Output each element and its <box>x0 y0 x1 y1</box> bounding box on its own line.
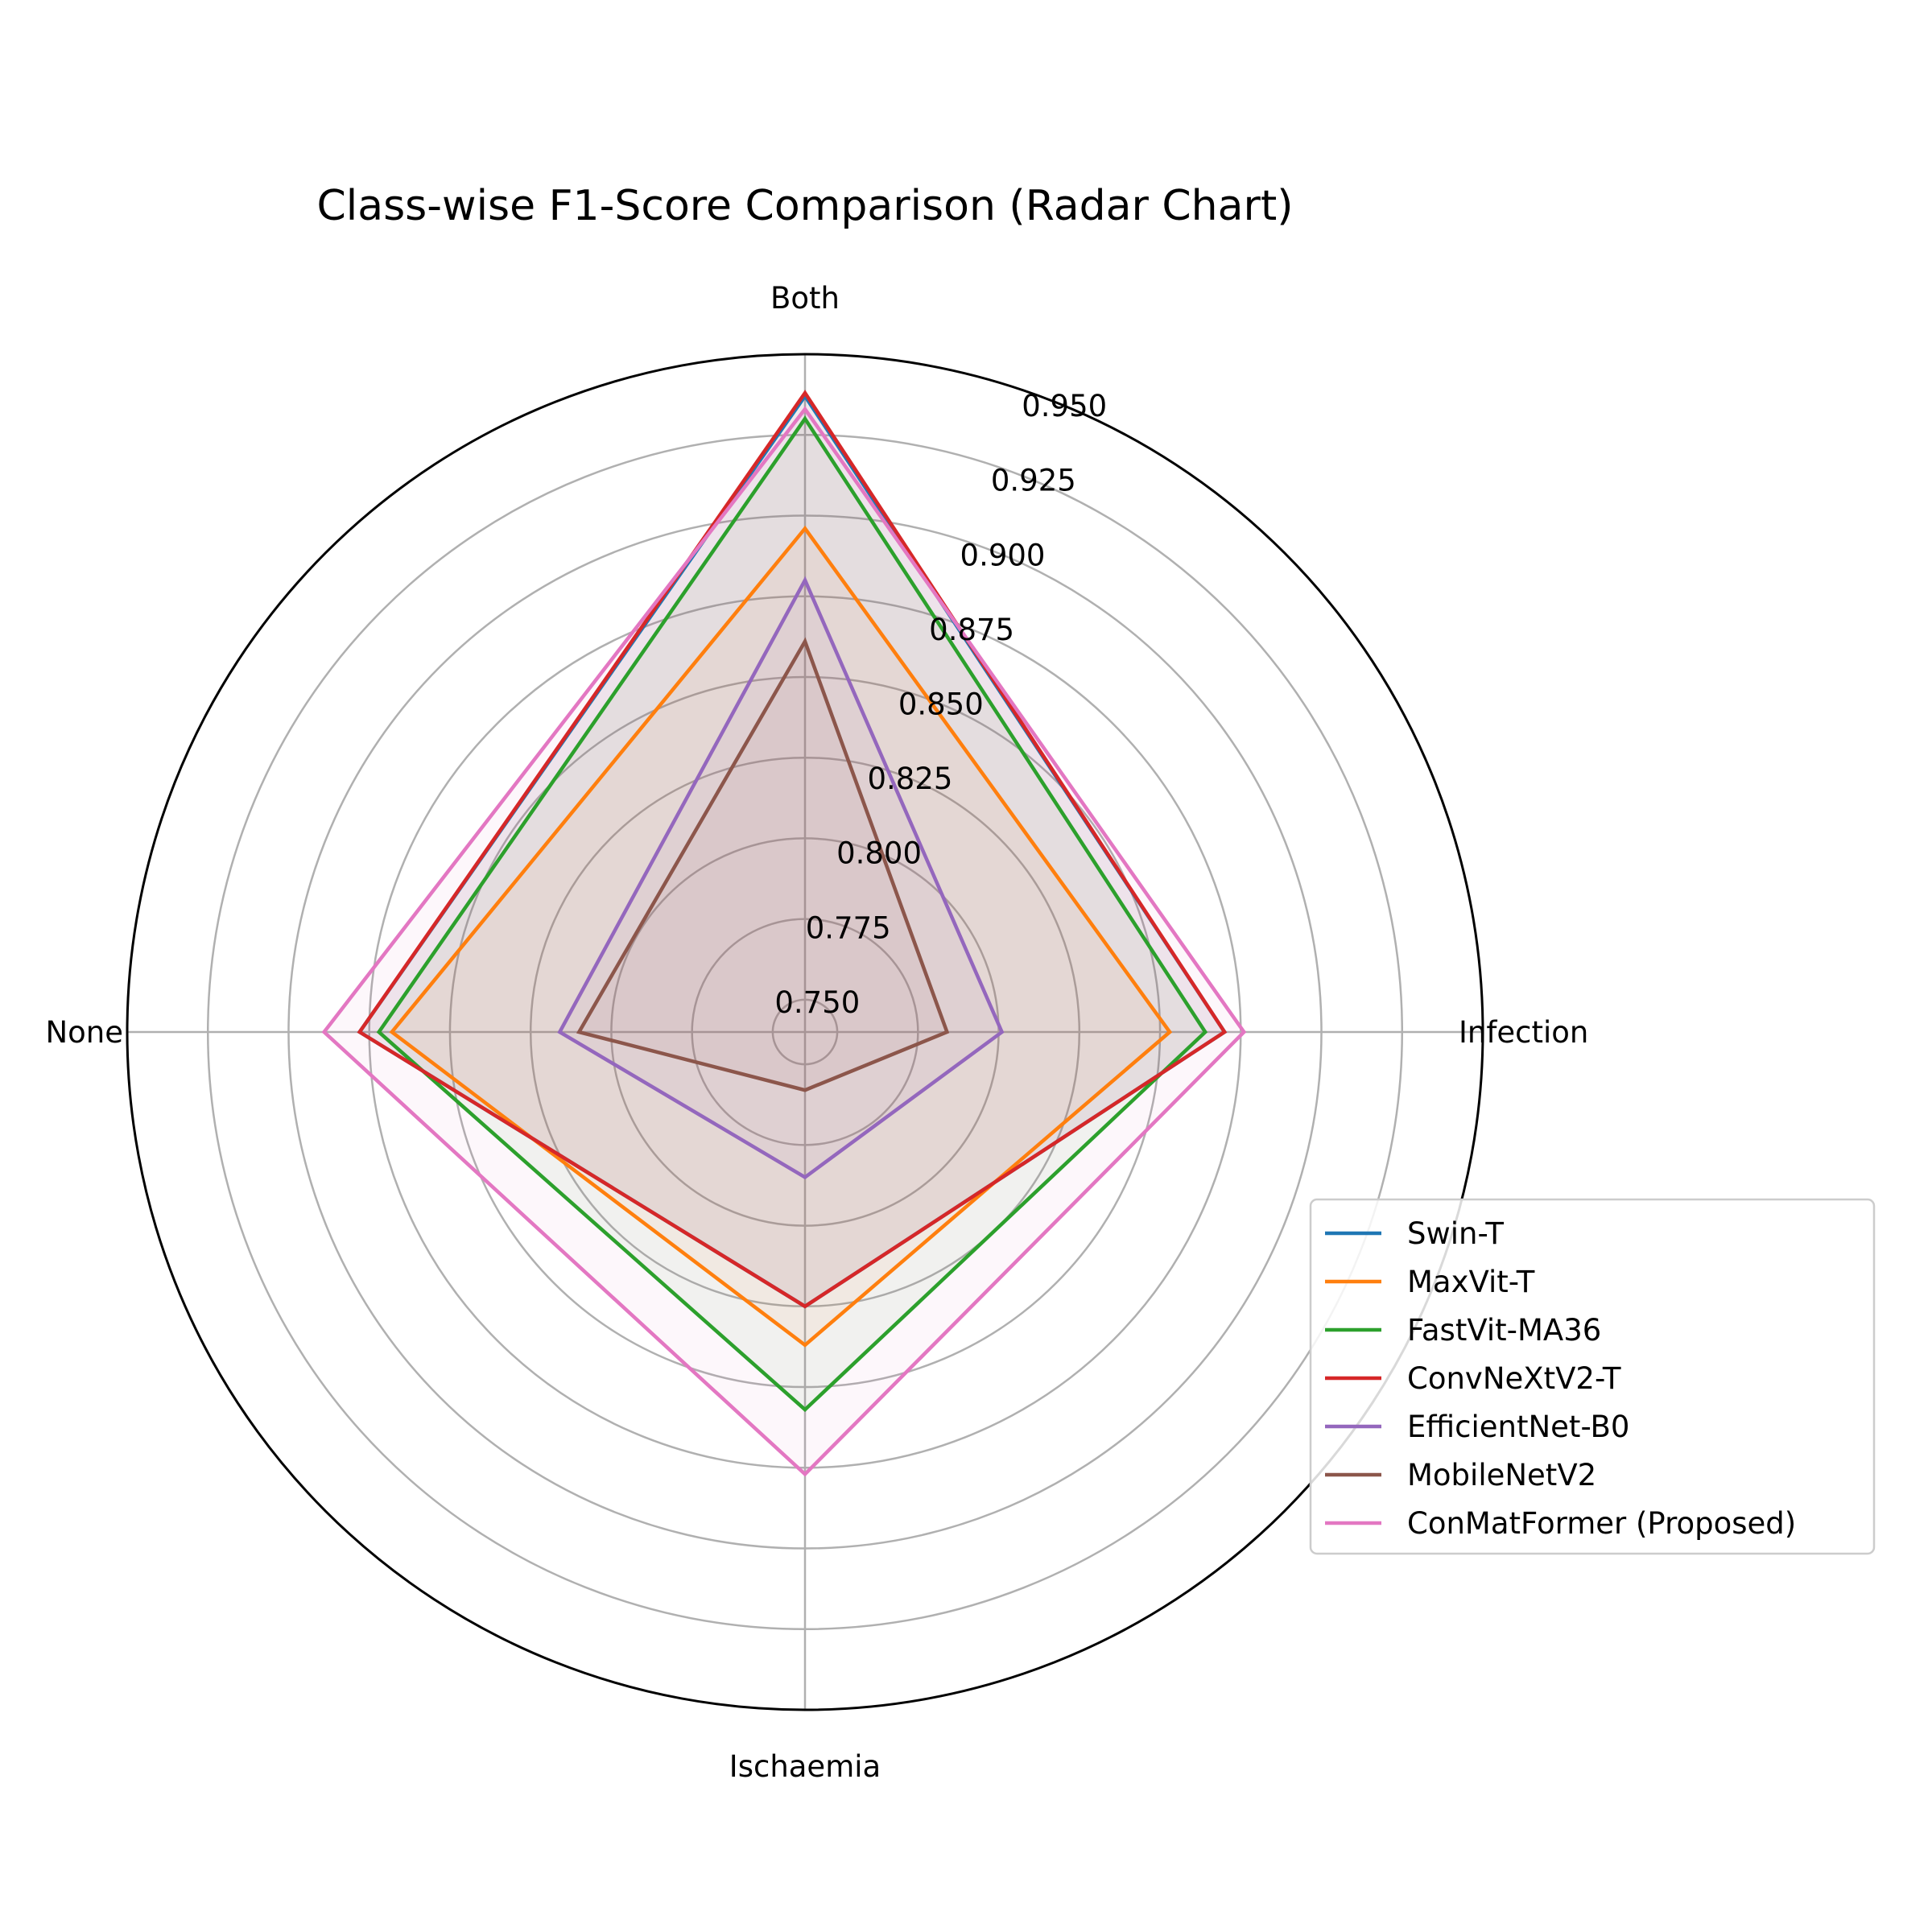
category-label: Ischaemia <box>729 1749 881 1784</box>
legend-label: EfficientNet-B0 <box>1407 1410 1629 1444</box>
r-tick-label: 0.850 <box>898 687 984 722</box>
chart-title: Class-wise F1-Score Comparison (Radar Ch… <box>316 182 1293 230</box>
legend-label: MobileNetV2 <box>1407 1458 1596 1492</box>
legend: Swin-T MaxVit-T FastVit-MA36 ConvNeXtV2-T Ef… <box>1309 1198 1876 1555</box>
category-label: None <box>45 1015 123 1050</box>
legend-box <box>1309 1198 1876 1555</box>
series-area-conmatformer-proposed <box>324 409 1245 1475</box>
r-tick-label: 0.750 <box>774 985 860 1020</box>
legend-label: FastVit-MA36 <box>1407 1313 1601 1348</box>
r-tick-label: 0.775 <box>806 910 891 945</box>
series-area-efficientnet-b0 <box>559 580 1002 1178</box>
series-area-convnextv2-t <box>359 393 1225 1307</box>
r-tick-label: 0.800 <box>836 836 922 871</box>
legend-label: ConMatFormer (Proposed) <box>1407 1506 1796 1541</box>
series-line-conmatformer-proposed <box>321 406 1247 1477</box>
series-line-maxvit-t <box>389 525 1173 1348</box>
outer-frame <box>126 353 1484 1711</box>
r-tick-label: 0.900 <box>960 538 1046 572</box>
series-fill-layer <box>324 393 1245 1475</box>
series-line-efficientnet-b0 <box>557 576 1005 1180</box>
series-line-mobilenetv2 <box>576 637 950 1092</box>
series-area-mobilenetv2 <box>579 641 947 1091</box>
r-tick-label: 0.950 <box>1022 389 1107 423</box>
category-label: Infection <box>1459 1015 1588 1050</box>
axis-label-layer: Both Infection Ischaemia None <box>45 281 1588 1784</box>
series-line-convnextv2-t <box>357 390 1228 1309</box>
r-tick-label: 0.925 <box>991 464 1076 498</box>
r-tick-label: 0.825 <box>867 762 952 796</box>
r-tick-label: 0.875 <box>929 613 1014 647</box>
category-label: Both <box>770 281 840 316</box>
series-line-fastvit-ma36 <box>376 415 1208 1413</box>
series-area-maxvit-t <box>391 528 1170 1345</box>
series-area-swin-t <box>359 396 1225 1307</box>
tick-layer: 0.750 0.775 0.800 0.825 0.850 0.875 0.900 0.925… <box>774 389 1107 1020</box>
series-line-layer <box>321 390 1247 1477</box>
legend-label: ConvNeXtV2-T <box>1407 1361 1621 1396</box>
legend-label: Swin-T <box>1407 1216 1504 1251</box>
series-area-fastvit-ma36 <box>378 419 1206 1410</box>
legend-label: MaxVit-T <box>1407 1265 1535 1299</box>
